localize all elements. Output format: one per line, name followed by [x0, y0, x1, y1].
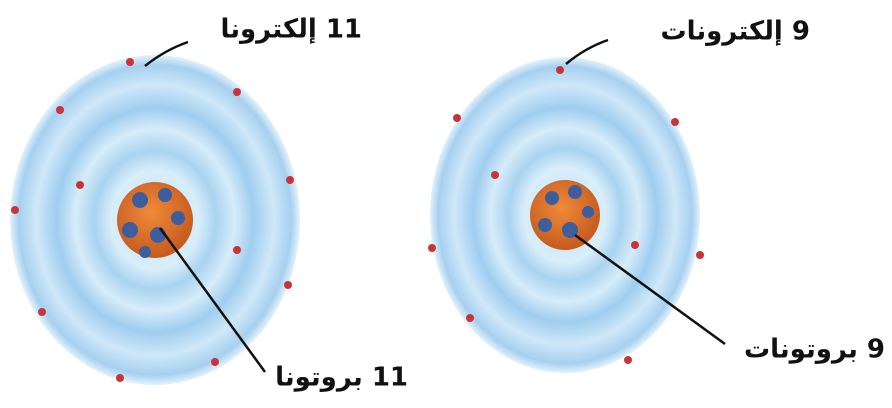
leader-line	[144, 40, 189, 67]
leader-line	[574, 233, 726, 346]
leader-line	[158, 227, 267, 373]
neutrons	[538, 185, 594, 238]
protons-label: 11 بروتونا	[275, 363, 408, 393]
electrons-label: 11 إلكترونا	[220, 15, 362, 45]
leader-line	[565, 38, 609, 65]
electrons	[11, 58, 294, 382]
protons-label: 9 بروتونات	[744, 335, 885, 365]
electrons-label: 9 إلكترونات	[660, 17, 810, 47]
atom-sodium: 11 إلكترونا 11 بروتونا	[10, 15, 408, 393]
atom-fluorine: 9 إلكترونات 9 بروتونات	[428, 17, 885, 373]
electrons	[428, 66, 704, 364]
neutrons	[122, 188, 185, 258]
